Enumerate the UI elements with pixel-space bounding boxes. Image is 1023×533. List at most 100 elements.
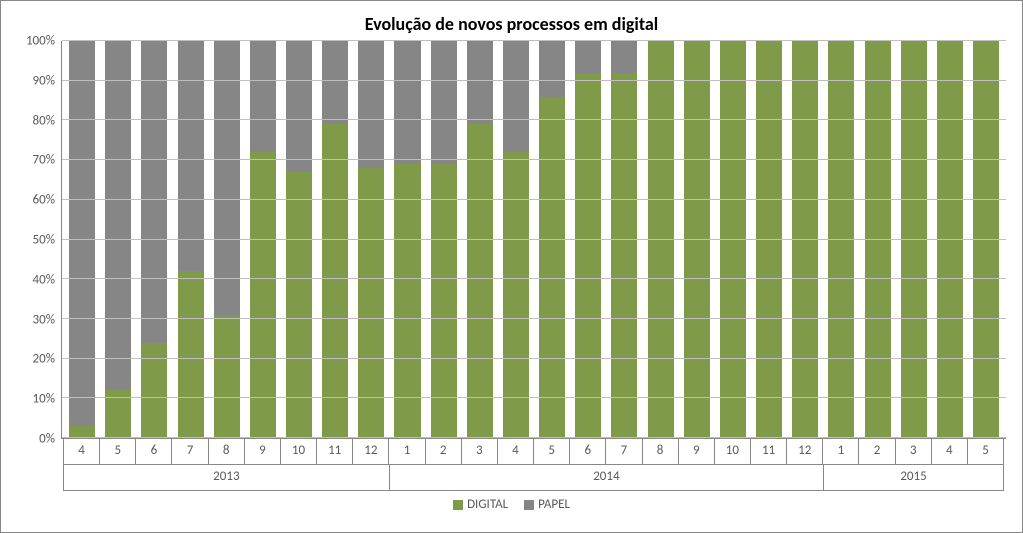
grid-line	[62, 119, 1006, 120]
bar	[756, 41, 782, 438]
x-tick-month: 4	[497, 439, 533, 465]
grid-line	[62, 318, 1006, 319]
bar	[141, 41, 167, 438]
bar-segment-digital	[973, 41, 999, 438]
x-tick-month: 2	[425, 439, 461, 465]
legend: DIGITAL PAPEL	[17, 497, 1006, 514]
bar-segment-digital	[611, 73, 637, 438]
grid-line	[62, 437, 1006, 438]
x-tick-month: 5	[967, 439, 1004, 465]
bar-slot	[643, 41, 679, 438]
bar-segment-digital	[214, 315, 240, 438]
bar-segment-papel	[250, 41, 276, 152]
bar	[973, 41, 999, 438]
bar-slot	[389, 41, 425, 438]
bar-segment-papel	[575, 41, 601, 73]
bar	[69, 41, 95, 438]
chart-container: Evolução de novos processos em digital 0…	[0, 0, 1023, 533]
bar-segment-digital	[937, 41, 963, 438]
x-tick-month: 11	[316, 439, 352, 465]
bar-segment-papel	[214, 41, 240, 315]
bar-segment-papel	[611, 41, 637, 73]
x-tick-month: 12	[786, 439, 822, 465]
x-tick-month: 7	[605, 439, 641, 465]
bar-segment-digital	[901, 41, 927, 438]
bars-layer	[62, 41, 1006, 438]
bar-segment-papel	[394, 41, 420, 164]
y-tick-label: 10%	[33, 392, 55, 407]
bar	[394, 41, 420, 438]
bar	[865, 41, 891, 438]
bar-slot	[823, 41, 859, 438]
grid-line	[62, 199, 1006, 200]
bar-segment-digital	[828, 41, 854, 438]
bar-slot	[896, 41, 932, 438]
bar	[322, 41, 348, 438]
bar	[792, 41, 818, 438]
x-tick-month: 8	[208, 439, 244, 465]
bar-segment-papel	[69, 41, 95, 426]
bar	[901, 41, 927, 438]
grid-line	[62, 397, 1006, 398]
bar-segment-papel	[539, 41, 565, 97]
bar	[214, 41, 240, 438]
bar	[539, 41, 565, 438]
bar-segment-papel	[467, 41, 493, 124]
bar-slot	[751, 41, 787, 438]
plot	[61, 41, 1006, 439]
bar-segment-digital	[648, 41, 674, 438]
grid-line	[62, 278, 1006, 279]
x-axis-months: 45678910111212345678910111212345	[61, 439, 1006, 465]
bar-segment-digital	[322, 124, 348, 438]
bar-segment-digital	[684, 41, 710, 438]
bar	[105, 41, 131, 438]
bar	[358, 41, 384, 438]
bar-slot	[932, 41, 968, 438]
bar	[720, 41, 746, 438]
grid-line	[62, 358, 1006, 359]
bar-slot	[715, 41, 751, 438]
legend-label: DIGITAL	[467, 497, 508, 512]
x-tick-month: 1	[388, 439, 424, 465]
bar-segment-papel	[105, 41, 131, 390]
x-tick-month: 5	[533, 439, 569, 465]
bar-slot	[426, 41, 462, 438]
bar-segment-digital	[539, 97, 565, 438]
x-tick-month: 10	[714, 439, 750, 465]
bar	[250, 41, 276, 438]
bar	[648, 41, 674, 438]
bar-segment-papel	[431, 41, 457, 164]
grid-line	[62, 40, 1006, 41]
x-tick-month: 6	[569, 439, 605, 465]
x-axis: 45678910111212345678910111212345 2013201…	[61, 439, 1006, 491]
y-tick-label: 80%	[33, 113, 55, 128]
bar	[431, 41, 457, 438]
bar	[503, 41, 529, 438]
bar-slot	[498, 41, 534, 438]
x-tick-month: 11	[750, 439, 786, 465]
bar-slot	[172, 41, 208, 438]
x-tick-month: 4	[63, 439, 99, 465]
bar	[467, 41, 493, 438]
bar-segment-digital	[178, 271, 204, 438]
x-tick-month: 9	[244, 439, 280, 465]
bar	[178, 41, 204, 438]
bar-segment-digital	[503, 152, 529, 438]
x-axis-years: 201320142015	[61, 465, 1006, 491]
x-tick-month: 9	[678, 439, 714, 465]
bar-segment-digital	[756, 41, 782, 438]
plot-area: 0%10%20%30%40%50%60%70%80%90%100%	[17, 41, 1006, 439]
legend-item-digital: DIGITAL	[453, 497, 508, 512]
bar-slot	[317, 41, 353, 438]
bar-slot	[281, 41, 317, 438]
y-tick-label: 100%	[26, 34, 55, 49]
y-tick-label: 50%	[33, 233, 55, 248]
bar-slot	[787, 41, 823, 438]
legend-item-papel: PAPEL	[524, 497, 570, 512]
bar-segment-papel	[286, 41, 312, 172]
x-tick-month: 10	[280, 439, 316, 465]
bar-slot	[606, 41, 642, 438]
bar	[684, 41, 710, 438]
bar	[937, 41, 963, 438]
bar-segment-papel	[503, 41, 529, 152]
